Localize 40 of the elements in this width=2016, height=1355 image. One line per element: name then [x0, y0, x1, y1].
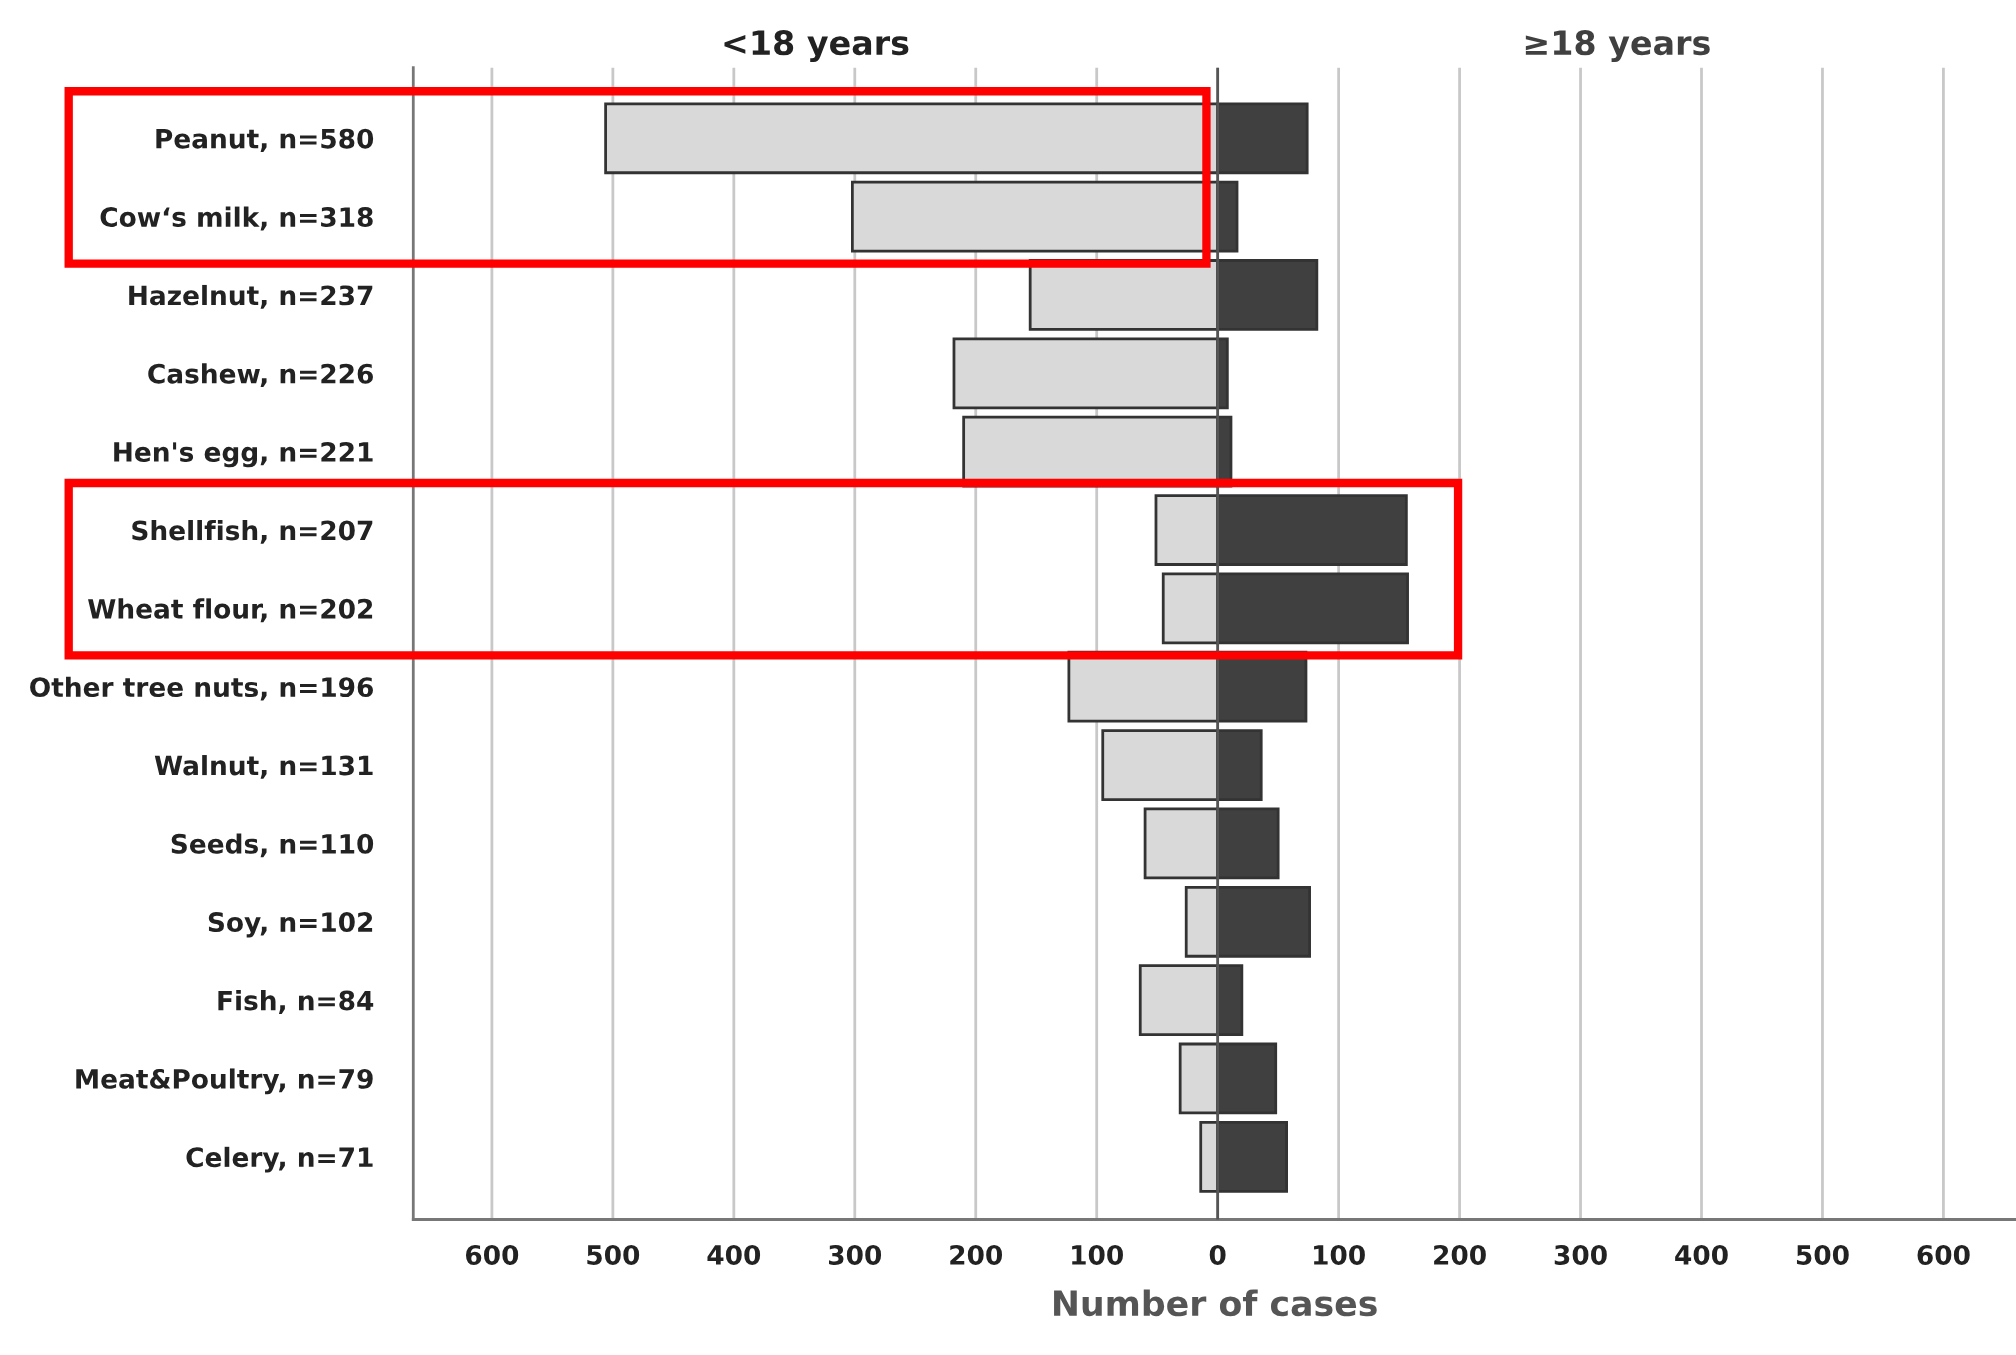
y-tick-label: Other tree nuts, n=196 — [30, 676, 373, 701]
series-label: <18 years — [724, 30, 909, 62]
x-tick-label: 400 — [707, 1244, 761, 1265]
y-tick-label: Peanut, n=580 — [156, 128, 374, 153]
y-tick-label: Cashew, n=226 — [148, 363, 373, 388]
x-tick-label: 200 — [1434, 1244, 1486, 1265]
bar — [1216, 1042, 1278, 1115]
bar — [1216, 885, 1311, 958]
y-tick-label: Soy, n=102 — [208, 912, 373, 938]
x-tick-label: 600 — [1917, 1244, 1970, 1265]
y-tick-label: Seeds, n=110 — [171, 833, 374, 858]
y-tick-label: Shellfish, n=207 — [132, 519, 373, 544]
y-tick-label: Cow‘s milk, n=318 — [100, 206, 373, 231]
x-tick-label: 300 — [1554, 1244, 1607, 1265]
y-tick-label: Wheat flour, n=202 — [88, 598, 373, 623]
x-axis-title: Number of cases — [1054, 1289, 1377, 1317]
bar — [1216, 102, 1309, 175]
bar — [1216, 494, 1408, 566]
x-tick-label: 200 — [950, 1244, 1003, 1265]
x-tick-label: 0 — [1209, 1244, 1226, 1265]
y-tick-label: Celery, n=71 — [186, 1146, 373, 1173]
bar — [1216, 1120, 1288, 1193]
y-tick-label: Hazelnut, n=237 — [129, 284, 373, 309]
bar — [1216, 572, 1409, 645]
x-tick-label: 400 — [1675, 1244, 1728, 1265]
bar — [1216, 807, 1280, 880]
bar — [1216, 259, 1319, 331]
x-tick-label: 500 — [1796, 1244, 1849, 1265]
y-tick-label: Hen's egg, n=221 — [114, 442, 373, 468]
y-tick-label: Walnut, n=131 — [154, 755, 373, 779]
x-tick-label: 100 — [1314, 1244, 1365, 1265]
y-tick-label: Fish, n=84 — [218, 990, 374, 1014]
x-tick-label: 500 — [587, 1244, 640, 1265]
y-tick-label: Meat&Poultry, n=79 — [76, 1068, 373, 1095]
bar — [1216, 964, 1244, 1036]
x-tick-label: 300 — [829, 1244, 882, 1265]
text: ≥18 years — [1525, 30, 1710, 62]
x-tick-label: 100 — [1072, 1244, 1123, 1265]
x-tick-label: 600 — [466, 1244, 519, 1265]
bar — [1216, 729, 1263, 801]
